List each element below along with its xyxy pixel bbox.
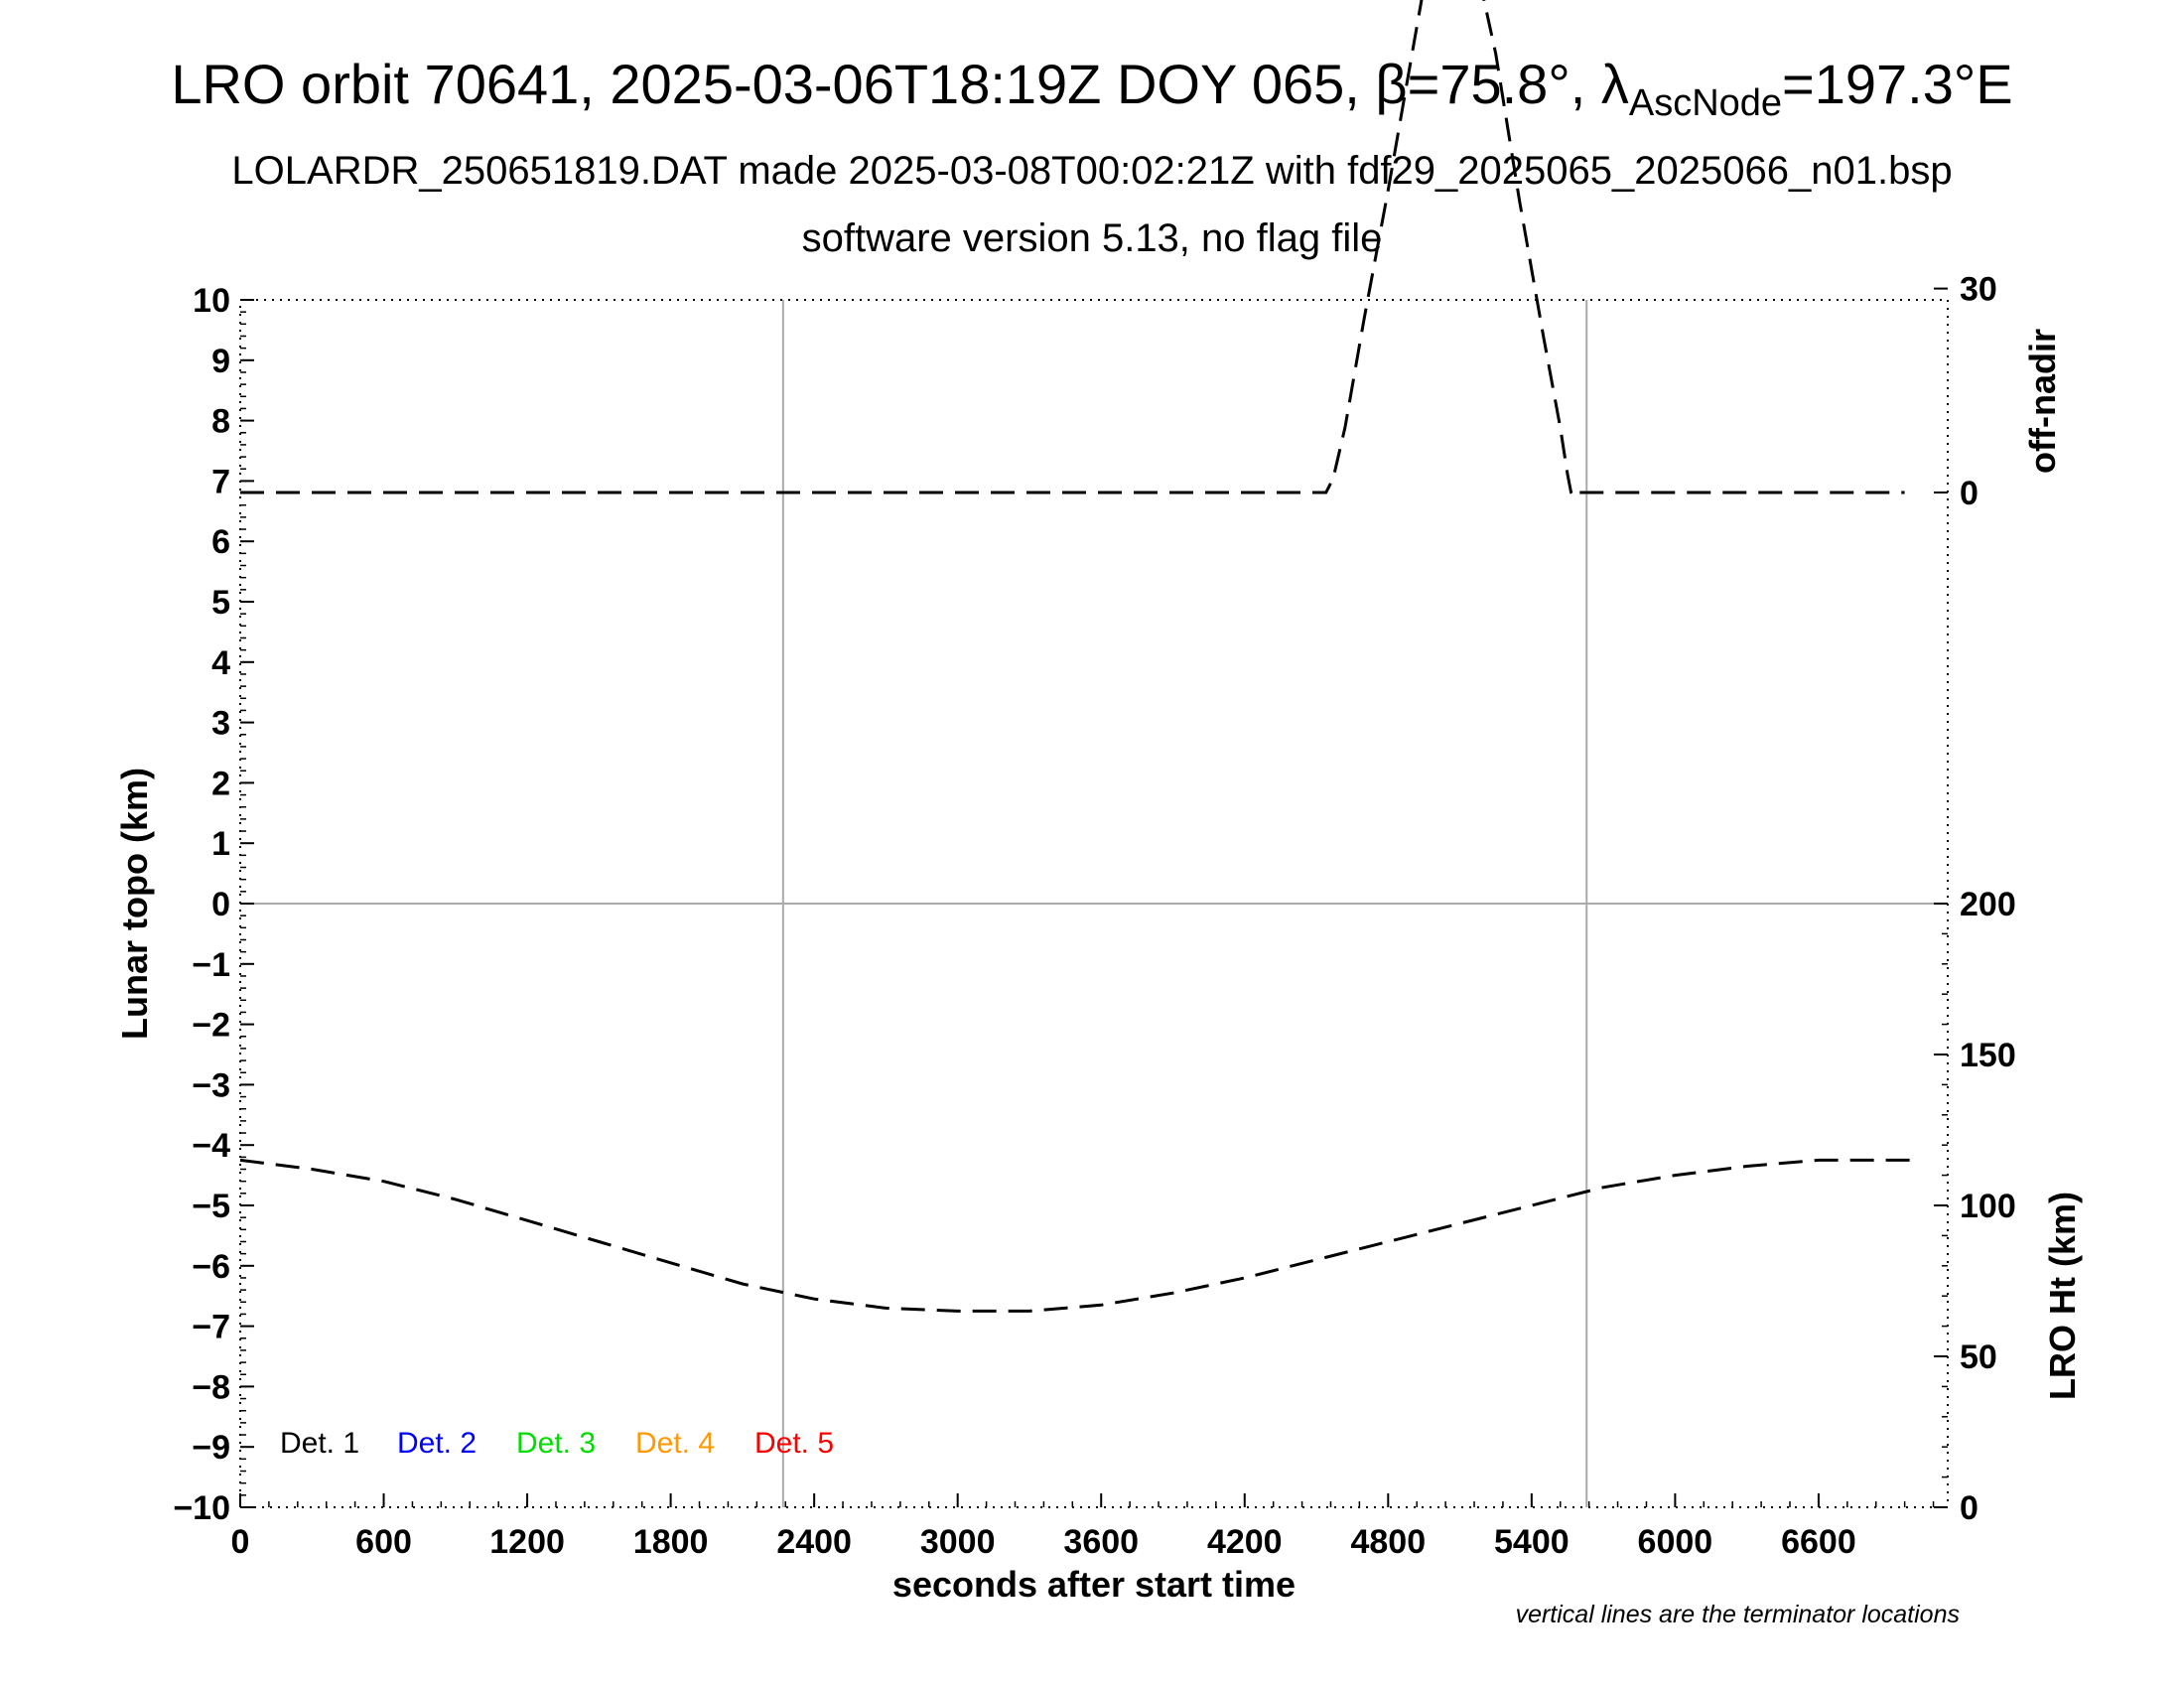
y-left-tick-label: −10	[173, 1489, 230, 1527]
y-left-tick-label: −2	[192, 1007, 230, 1045]
title-prefix: LRO orbit 70641, 2025-03-06T18:19Z DOY 0…	[171, 53, 1376, 115]
x-tick-label: 0	[231, 1523, 250, 1561]
series-layer	[239, 0, 1915, 1313]
chart-subtitle-2: software version 5.13, no flag file	[801, 216, 1383, 260]
y-left-tick-label: 1	[211, 825, 230, 863]
lro-height-tick-label: 100	[1960, 1188, 2016, 1225]
x-tick-label: 2400	[776, 1523, 852, 1561]
y-left-tick-label: −9	[192, 1429, 230, 1467]
tick-layer	[239, 287, 1948, 1508]
y-left-tick-label: 5	[211, 584, 230, 622]
y-left-tick-label: 4	[211, 644, 230, 682]
x-tick-label: 4200	[1207, 1523, 1283, 1561]
lro-height-series	[239, 1158, 1915, 1313]
y-left-tick-label: 10	[193, 282, 230, 320]
legend-entry-det-3: Det. 3	[516, 1427, 596, 1460]
x-tick-label: 4800	[1350, 1523, 1426, 1561]
legend-entry-det-5: Det. 5	[754, 1427, 834, 1460]
off-nadir-series	[240, 0, 1905, 499]
y-left-tick-label: −5	[192, 1188, 230, 1225]
y-left-tick-label: 3	[211, 705, 230, 743]
y-left-tick-label: 2	[211, 765, 230, 802]
legend-entry-det-2: Det. 2	[397, 1427, 477, 1460]
x-axis-label: seconds after start time	[892, 1564, 1296, 1605]
y-axis-label-off-nadir: off-nadir	[2022, 329, 2063, 474]
legend-entry-det-1: Det. 1	[280, 1427, 359, 1460]
y-left-tick-label: −7	[192, 1309, 230, 1346]
x-tick-label: 5400	[1494, 1523, 1570, 1561]
x-tick-label: 1200	[489, 1523, 565, 1561]
y-left-tick-label: 8	[211, 403, 230, 441]
y-left-tick-label: −4	[192, 1127, 230, 1165]
terminator-note: vertical lines are the terminator locati…	[1516, 1601, 1960, 1628]
off-nadir-tick-label: 0	[1960, 475, 1979, 512]
y-left-tick-label: −6	[192, 1248, 230, 1286]
x-tick-label: 600	[355, 1523, 412, 1561]
plot-frame	[239, 299, 1949, 1508]
y-left-tick-label: 0	[211, 886, 230, 923]
detector-legend: Det. 1 Det. 2 Det. 3 Det. 4 Det. 5	[280, 1427, 834, 1460]
y-axis-label-left: Lunar topo (km)	[114, 768, 155, 1040]
lro-height-tick-label: 150	[1960, 1037, 2016, 1074]
chart-title: LRO orbit 70641, 2025-03-06T18:19Z DOY 0…	[0, 52, 2184, 125]
y-left-tick-label: 9	[211, 343, 230, 380]
y-left-tick-label: 7	[211, 463, 230, 500]
x-tick-label: 6000	[1638, 1523, 1713, 1561]
grid-layer	[240, 300, 1948, 1507]
off-nadir-tick-label: 30	[1960, 271, 1997, 309]
y-left-tick-label: −1	[192, 946, 230, 984]
lro-height-tick-label: 0	[1960, 1489, 1979, 1527]
lambda-subscript: AscNode	[1628, 82, 1783, 125]
y-axis-label-lro-height: LRO Ht (km)	[2042, 1192, 2083, 1400]
chart-subtitle: LOLARDR_250651819.DAT made 2025-03-08T00…	[231, 149, 1953, 193]
lro-height-tick-label: 200	[1960, 886, 2016, 923]
y-left-tick-label: −3	[192, 1066, 230, 1104]
x-tick-label: 3600	[1063, 1523, 1139, 1561]
y-left-tick-label: 6	[211, 523, 230, 561]
x-tick-label: 1800	[633, 1523, 709, 1561]
y-left-tick-label: −8	[192, 1368, 230, 1406]
lambda-value: =197.3°E	[1782, 53, 2013, 115]
label-layer: 0 600 1200 1800 2400 3000 3600 4200 4800 5400 6000…	[173, 271, 2016, 1561]
legend-entry-det-4: Det. 4	[635, 1427, 715, 1460]
x-tick-label: 3000	[920, 1523, 996, 1561]
lro-height-tick-label: 50	[1960, 1338, 1997, 1376]
x-tick-label: 6600	[1781, 1523, 1856, 1561]
lambda-symbol: λ	[1600, 53, 1629, 115]
